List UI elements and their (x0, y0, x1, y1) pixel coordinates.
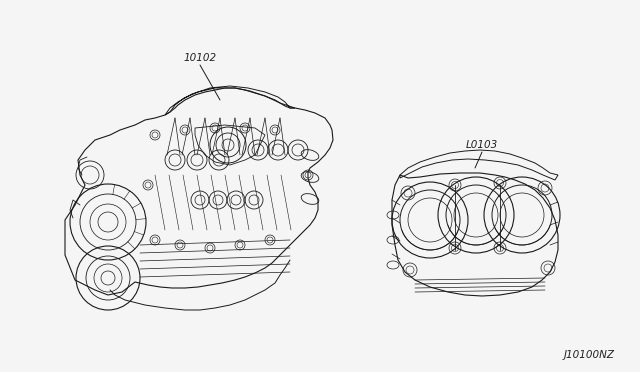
Text: L0103: L0103 (466, 140, 498, 150)
Text: J10100NZ: J10100NZ (564, 350, 615, 360)
Text: 10102: 10102 (184, 53, 216, 63)
